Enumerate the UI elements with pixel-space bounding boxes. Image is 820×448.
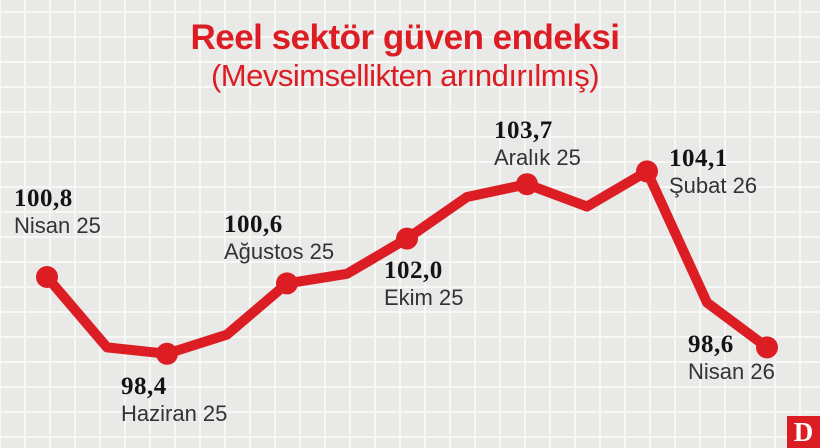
- brand-logo: D: [787, 416, 820, 448]
- data-point-dot: [396, 227, 418, 250]
- brand-logo-letter: D: [793, 416, 814, 447]
- data-point-dot: [36, 266, 58, 288]
- chart-title: Reel sektör güven endeksi: [190, 18, 620, 57]
- data-point-dot: [636, 160, 658, 183]
- data-point-dots: [36, 160, 778, 365]
- data-point-dot: [156, 342, 178, 365]
- chart-subtitle: (Mevsimsellikten arındırılmış): [210, 58, 600, 93]
- data-point-dot: [756, 336, 778, 359]
- data-point-dot: [276, 272, 298, 295]
- data-point-dot: [516, 173, 538, 196]
- series-line: [42, 166, 772, 359]
